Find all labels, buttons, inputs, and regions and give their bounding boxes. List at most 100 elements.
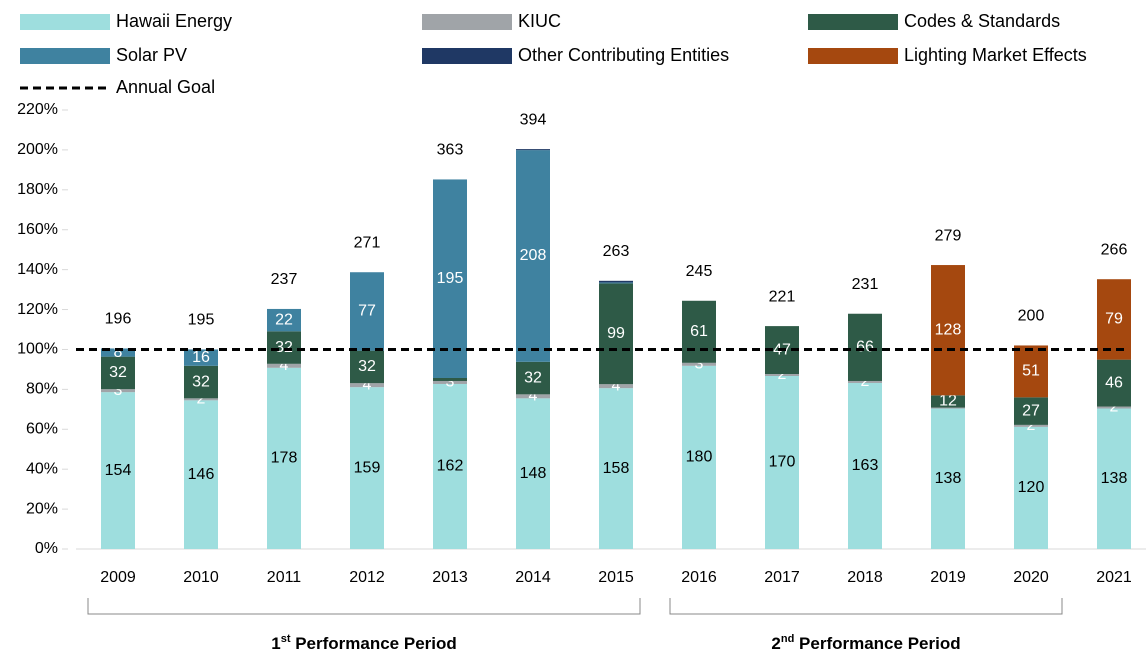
bar-segment xyxy=(599,283,633,385)
data-label: 3 xyxy=(695,356,704,373)
data-label: 46 xyxy=(1105,374,1123,391)
data-label: 178 xyxy=(271,450,298,467)
data-label: 4 xyxy=(612,377,621,394)
bar-segment xyxy=(848,313,882,381)
y-tick-label: 20% xyxy=(26,500,58,517)
bar-segment xyxy=(1097,406,1131,409)
bar-segment xyxy=(1014,397,1048,425)
legend-swatch xyxy=(808,48,898,64)
total-label: 200 xyxy=(1018,308,1045,325)
x-tick-label: 2013 xyxy=(432,569,468,586)
bar-segment xyxy=(931,408,965,549)
total-label: 221 xyxy=(769,288,796,305)
bar-segment xyxy=(931,395,965,408)
bar-segment xyxy=(101,356,135,390)
data-label: 79 xyxy=(1105,311,1123,328)
total-label: 271 xyxy=(354,234,381,251)
bar-segment xyxy=(765,373,799,376)
legend-swatch xyxy=(808,14,898,30)
period-text: Performance Period xyxy=(794,634,960,653)
data-label: 32 xyxy=(524,369,542,386)
data-label: 180 xyxy=(686,449,713,466)
legend-swatch xyxy=(20,14,110,30)
data-label: 16 xyxy=(192,349,210,366)
period-label: 1st Performance Period xyxy=(271,633,457,654)
total-label: 195 xyxy=(188,312,215,329)
data-label: 4 xyxy=(529,388,538,405)
x-tick-label: 2016 xyxy=(681,569,717,586)
total-label: 263 xyxy=(603,243,630,260)
data-label: 162 xyxy=(437,458,464,475)
bar-segment xyxy=(1097,359,1131,407)
data-label: 12 xyxy=(939,393,957,410)
y-tick-label: 220% xyxy=(17,101,58,118)
legend-swatch xyxy=(422,14,512,30)
bar-segment xyxy=(267,331,301,364)
bar-segment xyxy=(184,400,218,549)
total-label: 245 xyxy=(686,263,713,280)
y-tick-label: 0% xyxy=(35,540,58,557)
x-tick-label: 2012 xyxy=(349,569,385,586)
data-label: 154 xyxy=(105,462,132,479)
period-suffix: nd xyxy=(781,633,794,645)
data-label: 138 xyxy=(1101,470,1128,487)
bar-segment xyxy=(848,380,882,383)
bar-segment xyxy=(433,383,467,549)
period-suffix: st xyxy=(281,633,291,645)
legend-label: Solar PV xyxy=(116,45,187,65)
bar-segment xyxy=(599,282,633,284)
bar-segment xyxy=(682,365,716,549)
data-label: 32 xyxy=(358,358,376,375)
x-tick-label: 2018 xyxy=(847,569,883,586)
bar-segment xyxy=(682,300,716,363)
y-tick-label: 60% xyxy=(26,420,58,437)
data-label: 66 xyxy=(856,339,874,356)
x-tick-label: 2011 xyxy=(267,569,302,586)
bar-segment xyxy=(599,280,633,283)
data-label: 61 xyxy=(690,323,708,340)
x-tick-label: 2017 xyxy=(764,569,800,586)
bar-segment xyxy=(1014,426,1048,549)
data-label: 77 xyxy=(358,303,376,320)
x-tick-label: 2014 xyxy=(515,569,551,586)
legend-label: Annual Goal xyxy=(116,77,215,97)
bar-segment xyxy=(350,272,384,351)
x-tick-label: 2010 xyxy=(183,569,219,586)
y-tick-label: 200% xyxy=(17,141,58,158)
data-label: 2 xyxy=(1027,417,1036,434)
legend-swatch xyxy=(20,48,110,64)
data-label: 208 xyxy=(520,247,547,264)
bar-segment xyxy=(433,179,467,378)
bar-segment xyxy=(599,388,633,549)
data-label: 22 xyxy=(275,311,293,328)
bar-segment xyxy=(516,394,550,399)
period-label: 2nd Performance Period xyxy=(771,633,960,654)
y-tick-label: 100% xyxy=(17,341,58,358)
data-label: 2 xyxy=(861,373,870,390)
bar-segment xyxy=(350,387,384,549)
y-tick-label: 160% xyxy=(17,221,58,238)
period-bracket xyxy=(87,598,641,615)
bar-segment xyxy=(184,365,218,399)
x-tick-label: 2009 xyxy=(100,569,136,586)
data-label: 163 xyxy=(852,457,879,474)
data-label: 2 xyxy=(197,391,206,408)
data-label: 8 xyxy=(114,344,123,361)
bar-segment xyxy=(267,367,301,549)
bar-segment xyxy=(931,407,965,409)
period-bracket xyxy=(669,598,1063,615)
period-text: Performance Period xyxy=(290,634,456,653)
data-label: 138 xyxy=(935,470,962,487)
bar-segment xyxy=(516,149,550,151)
data-label: 120 xyxy=(1018,479,1045,496)
data-label: 99 xyxy=(607,325,625,342)
bar-segment xyxy=(101,348,135,357)
legend-label: Lighting Market Effects xyxy=(904,45,1087,65)
data-label: 27 xyxy=(1022,402,1040,419)
y-tick-label: 140% xyxy=(17,261,58,278)
y-tick-label: 80% xyxy=(26,381,58,398)
bar-segment xyxy=(1014,345,1048,398)
bar-segment xyxy=(516,361,550,395)
data-label: 51 xyxy=(1022,363,1040,380)
